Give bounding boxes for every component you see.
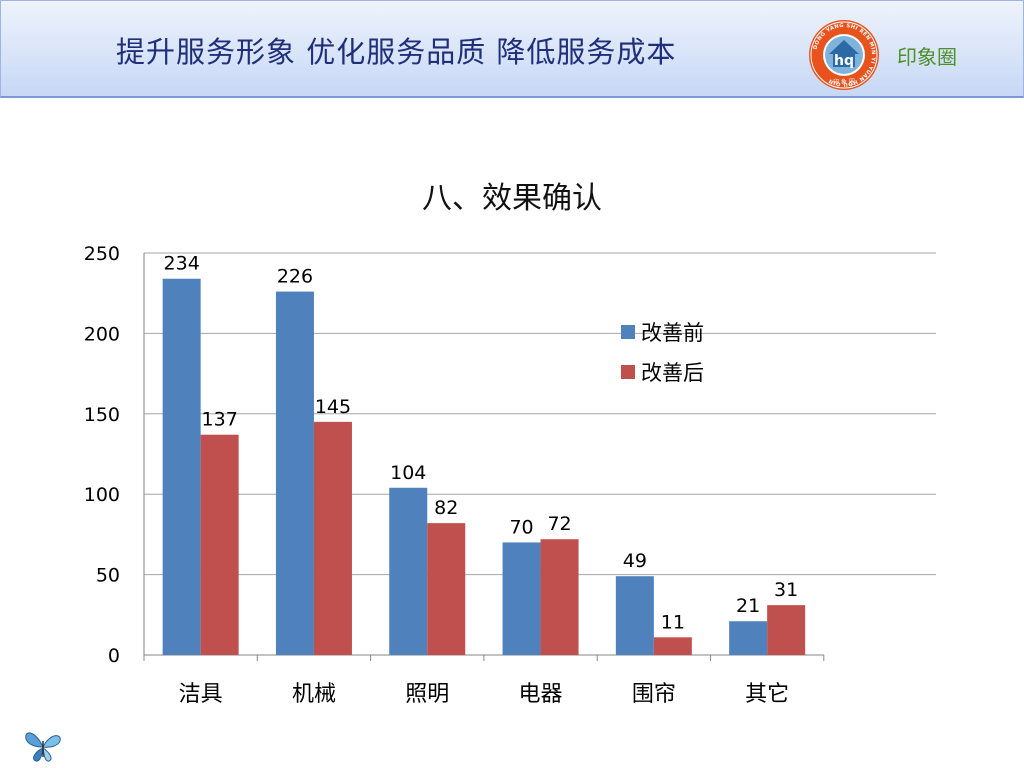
- butterfly-icon: [25, 732, 61, 762]
- legend-swatch: [621, 325, 635, 339]
- bar: [275, 291, 314, 655]
- data-label: 137: [202, 409, 238, 431]
- data-label: 234: [164, 253, 200, 275]
- legend-swatch: [621, 365, 635, 379]
- bar: [653, 637, 692, 655]
- x-tick-label: 照明: [405, 682, 449, 707]
- data-label: 72: [547, 513, 571, 535]
- chart-title: 八、效果确认: [422, 181, 602, 216]
- bar: [427, 523, 466, 655]
- bar: [502, 542, 541, 655]
- bar: [313, 421, 352, 655]
- x-tick-label: 机械: [292, 682, 336, 707]
- bar: [767, 605, 806, 655]
- data-label: 49: [623, 550, 647, 572]
- y-tick-label: 150: [84, 404, 120, 426]
- bar: [615, 576, 654, 655]
- bar: [200, 434, 239, 655]
- data-label: 31: [774, 579, 798, 601]
- data-label: 145: [315, 396, 351, 418]
- data-label: 104: [390, 462, 426, 484]
- legend-label: 改善前: [641, 321, 704, 345]
- bar: [729, 621, 768, 655]
- x-tick-label: 洁具: [179, 682, 223, 707]
- data-label: 21: [736, 595, 760, 617]
- logo-center-text: hq: [834, 53, 854, 69]
- brand-name: 印象圈: [897, 45, 957, 69]
- bar: [162, 278, 201, 655]
- header-title: 提升服务形象 优化服务品质 降低服务成本: [116, 35, 677, 69]
- bar: [389, 487, 428, 655]
- data-label: 82: [434, 497, 458, 519]
- y-tick-label: 0: [108, 645, 120, 667]
- legend-label: 改善后: [641, 361, 704, 385]
- x-tick-label: 电器: [519, 682, 563, 707]
- data-label: 226: [277, 266, 313, 288]
- x-tick-label: 其它: [745, 682, 789, 707]
- y-tick-label: 200: [84, 323, 120, 345]
- y-tick-label: 50: [96, 565, 120, 587]
- y-tick-label: 100: [84, 484, 120, 506]
- logo-bottom-text: 印 象 圈: [833, 78, 855, 86]
- y-tick-label: 250: [84, 243, 120, 265]
- bar: [540, 539, 579, 655]
- x-tick-label: 围帘: [632, 682, 676, 707]
- hospital-logo-icon: DONG YANG SHI REN MIN YI YUAN HOU QIN hq…: [809, 20, 879, 90]
- data-label: 11: [661, 611, 685, 633]
- header-banner: 提升服务形象 优化服务品质 降低服务成本 DONG YANG SHI REN M…: [0, 0, 1024, 98]
- data-label: 70: [509, 516, 533, 538]
